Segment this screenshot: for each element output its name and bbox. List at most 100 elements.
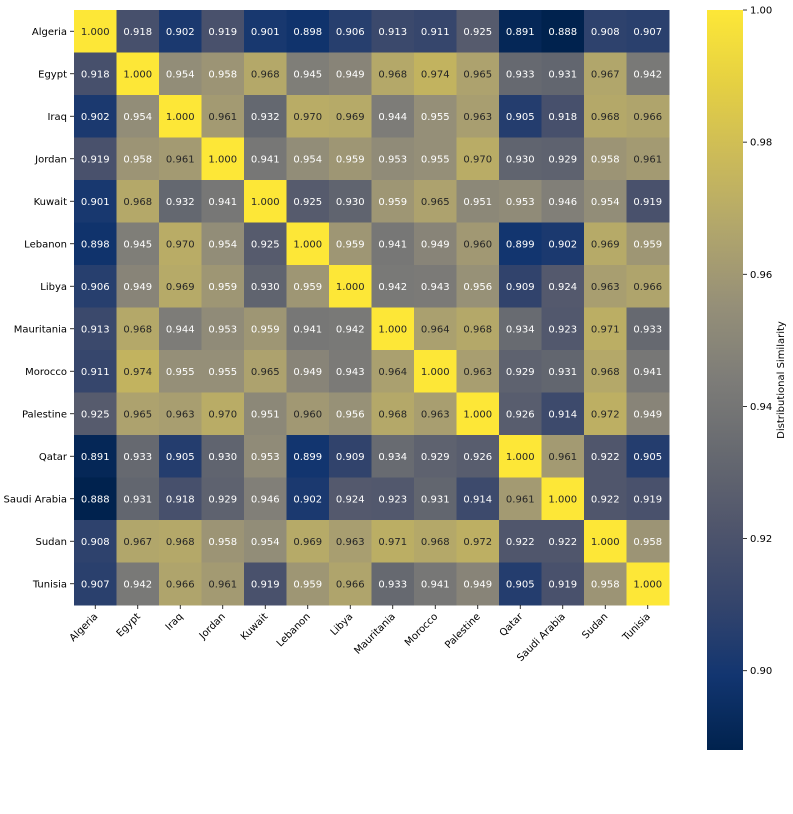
cell-value-label: 0.959 (336, 239, 365, 250)
cell-value-label: 0.958 (591, 579, 620, 590)
cell-value-label: 0.955 (421, 112, 450, 123)
cell-value-label: 0.971 (378, 537, 407, 548)
heatmap-cell (626, 562, 670, 606)
cell-value-label: 0.919 (251, 579, 280, 590)
cell-value-label: 0.961 (208, 579, 237, 590)
heatmap-cell (244, 52, 287, 96)
heatmap-cell (159, 137, 202, 181)
cell-value-label: 0.898 (293, 27, 322, 38)
cell-value-label: 1.000 (591, 537, 620, 548)
y-tick-labels: Algeria Egypt Iraq Jordan Kuwait Lebanon Libya… (4, 27, 74, 590)
heatmap-cell (329, 520, 372, 563)
heatmap-cell (201, 52, 245, 96)
cell-value-label: 0.932 (166, 197, 195, 208)
heatmap-cell (584, 180, 627, 223)
heatmap-cell (244, 350, 287, 393)
heatmap-cell (414, 477, 457, 521)
cell-value-label: 0.958 (591, 154, 620, 165)
heatmap-cell (456, 222, 500, 266)
heatmap-cell (286, 137, 330, 181)
heatmap-cell (329, 350, 372, 393)
cell-value-label: 0.902 (166, 27, 195, 38)
heatmap-cell (201, 265, 245, 308)
heatmap-cell (626, 520, 670, 563)
heatmap-cell (286, 477, 330, 521)
cell-value-label: 0.930 (336, 197, 365, 208)
cell-value-label: 0.961 (166, 154, 195, 165)
heatmap-cell (286, 265, 330, 308)
heatmap-cell (626, 137, 670, 181)
heatmap-cell (499, 95, 542, 138)
cell-value-label: 0.961 (633, 154, 662, 165)
heatmap-cell (329, 222, 372, 266)
cell-value-label: 0.898 (81, 239, 110, 250)
heatmap-cell (584, 477, 627, 521)
heatmap-cell (116, 10, 160, 53)
heatmap-cell (626, 435, 670, 478)
heatmap-cell (201, 95, 245, 138)
cell-value-label: 0.918 (548, 112, 577, 123)
cell-value-label: 0.925 (293, 197, 322, 208)
cell-value-label: 0.945 (293, 69, 322, 80)
cell-value-label: 0.958 (633, 537, 662, 548)
heatmap-cell (414, 392, 457, 436)
cell-value-label: 0.954 (293, 154, 322, 165)
heatmap-cell (116, 137, 160, 181)
heatmap-cell (414, 350, 457, 393)
heatmap-cell (201, 10, 245, 53)
heatmap-cell (456, 350, 500, 393)
cell-value-label: 0.923 (378, 494, 407, 505)
heatmap-cell (201, 477, 245, 521)
cell-value-label: 0.966 (336, 579, 365, 590)
heatmap-cell (371, 350, 415, 393)
x-tick-label: Libya (329, 611, 356, 638)
cell-value-label: 0.965 (123, 409, 152, 420)
heatmap-cell (74, 222, 117, 266)
heatmap-cell (414, 520, 457, 563)
cell-value-label: 0.971 (591, 324, 620, 335)
cell-value-label: 0.919 (633, 197, 662, 208)
heatmap-cell (159, 350, 202, 393)
heatmap-cell (584, 435, 627, 478)
y-tick-label: Saudi Arabia (4, 494, 67, 505)
heatmap-cell (201, 137, 245, 181)
heatmap-cell (626, 307, 670, 351)
cell-value-label: 0.974 (123, 367, 152, 378)
cell-value-label: 1.000 (166, 112, 195, 123)
cell-value-label: 0.963 (591, 282, 620, 293)
cell-value-label: 0.959 (336, 154, 365, 165)
heatmap-cell (201, 520, 245, 563)
cell-value-label: 0.949 (123, 282, 152, 293)
cell-value-label: 0.956 (463, 282, 492, 293)
cell-value-label: 0.970 (293, 112, 322, 123)
cell-value-label: 0.907 (81, 579, 110, 590)
cell-value-label: 0.929 (506, 367, 535, 378)
cell-value-label: 0.953 (378, 154, 407, 165)
y-tick-label: Qatar (39, 452, 68, 463)
cell-value-label: 0.941 (378, 239, 407, 250)
cell-value-label: 1.000 (463, 409, 492, 420)
heatmap-cell (159, 392, 202, 436)
cell-value-label: 0.914 (548, 409, 577, 420)
heatmap-cell (329, 180, 372, 223)
colorbar-tick-label: 0.90 (750, 666, 772, 677)
heatmap-cell (371, 180, 415, 223)
heatmap-cell (116, 222, 160, 266)
heatmap-cell (159, 477, 202, 521)
cell-value-label: 0.922 (591, 452, 620, 463)
cell-value-label: 0.891 (81, 452, 110, 463)
heatmap-cell (499, 477, 542, 521)
cell-value-label: 0.954 (123, 112, 152, 123)
cell-value-label: 0.905 (506, 579, 535, 590)
cell-value-label: 0.970 (208, 409, 237, 420)
cell-value-label: 0.944 (166, 324, 195, 335)
heatmap-cell (541, 137, 585, 181)
cell-value-label: 0.901 (81, 197, 110, 208)
cell-value-label: 0.968 (251, 69, 280, 80)
x-tick-label: Lebanon (275, 611, 313, 649)
heatmap-cell (499, 307, 542, 351)
cell-value-label: 0.925 (463, 27, 492, 38)
y-tick-label: Mauritania (14, 324, 67, 335)
heatmap-cell (414, 10, 457, 53)
heatmap-cell (244, 95, 287, 138)
